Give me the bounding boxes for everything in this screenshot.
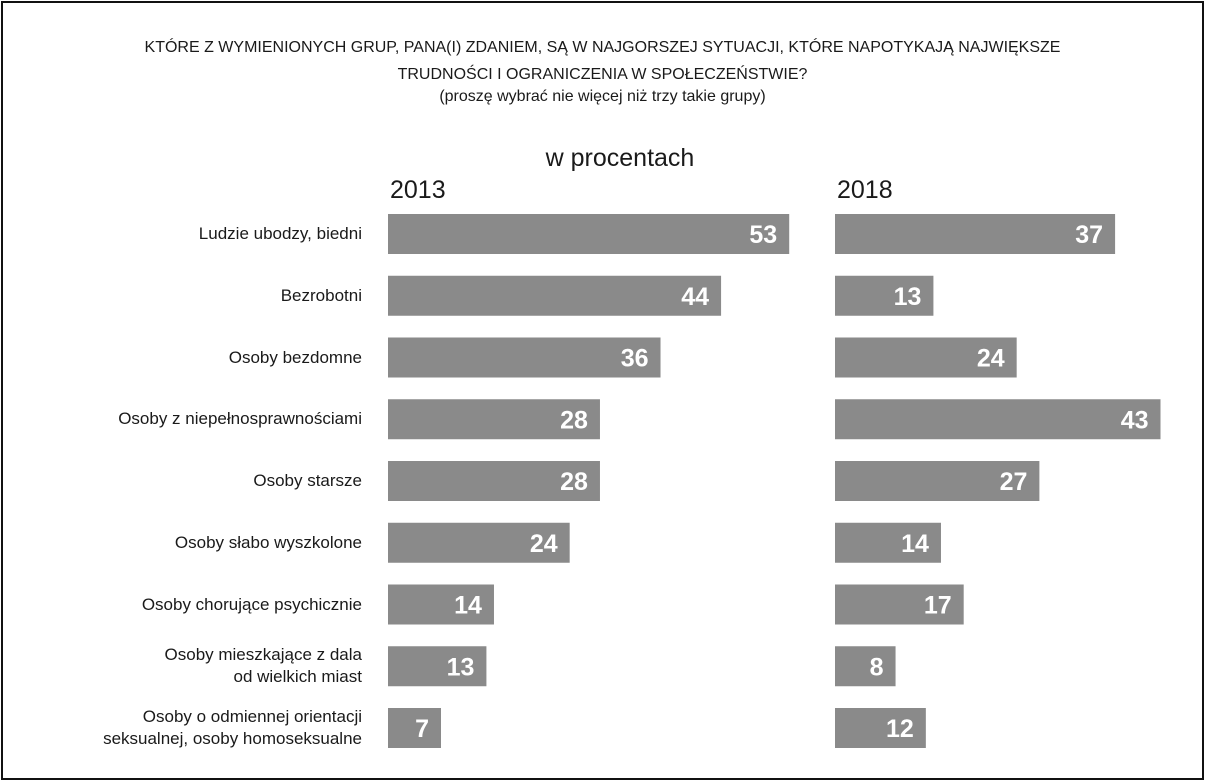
bar [388,275,722,316]
value-label: 43 [1121,406,1149,434]
bar [388,522,570,563]
bar [835,708,926,748]
bar [835,584,964,625]
category-label: Osoby o odmiennej orientacji seksualnej,… [103,707,362,748]
unit-label: w procentach [545,144,695,172]
value-label: 14 [901,530,929,558]
bar [835,399,1161,440]
bar [835,522,941,563]
value-label: 27 [1000,468,1028,496]
category-label: Osoby chorujące psychicznie [141,594,362,614]
category-label: Osoby z niepełnosprawnościami [118,409,362,429]
value-label: 13 [894,283,922,311]
value-label: 53 [749,221,777,249]
value-label: 14 [454,592,482,620]
bar [388,584,494,625]
category-label: Bezrobotni [280,285,362,305]
value-label: 17 [924,592,952,620]
value-label: 7 [415,715,429,743]
bar [835,275,934,316]
bar [388,337,661,378]
bar [388,708,441,748]
category-label: Osoby bezdomne [228,347,362,367]
value-label: 24 [977,345,1005,373]
bar [835,214,1116,254]
series-label: 2018 [837,176,893,204]
value-label: 36 [621,345,649,373]
value-label: 12 [886,715,914,743]
category-label: Osoby słabo wyszkolone [174,532,362,552]
bar [388,461,600,501]
value-label: 24 [530,530,558,558]
bar [835,337,1017,378]
chart-subtitle: (proszę wybrać nie więcej niż trzy takie… [439,88,766,105]
value-label: 28 [560,406,588,434]
bar [835,646,896,687]
value-label: 13 [447,653,475,681]
chart-title: KTÓRE Z WYMIENIONYCH GRUP, PANA(I) ZDANI… [144,39,1061,83]
bar [835,461,1040,501]
bar [388,399,600,440]
value-label: 44 [681,283,709,311]
bar [388,646,487,687]
category-label: Osoby starsze [253,471,362,490]
value-label: 28 [560,468,588,496]
value-label: 8 [870,653,884,681]
category-label: Osoby mieszkające z dala od wielkich mia… [164,645,362,687]
category-label: Ludzie ubodzy, biedni [198,224,362,243]
series-label: 2013 [390,176,446,204]
value-label: 37 [1075,221,1103,249]
bar [388,214,790,254]
